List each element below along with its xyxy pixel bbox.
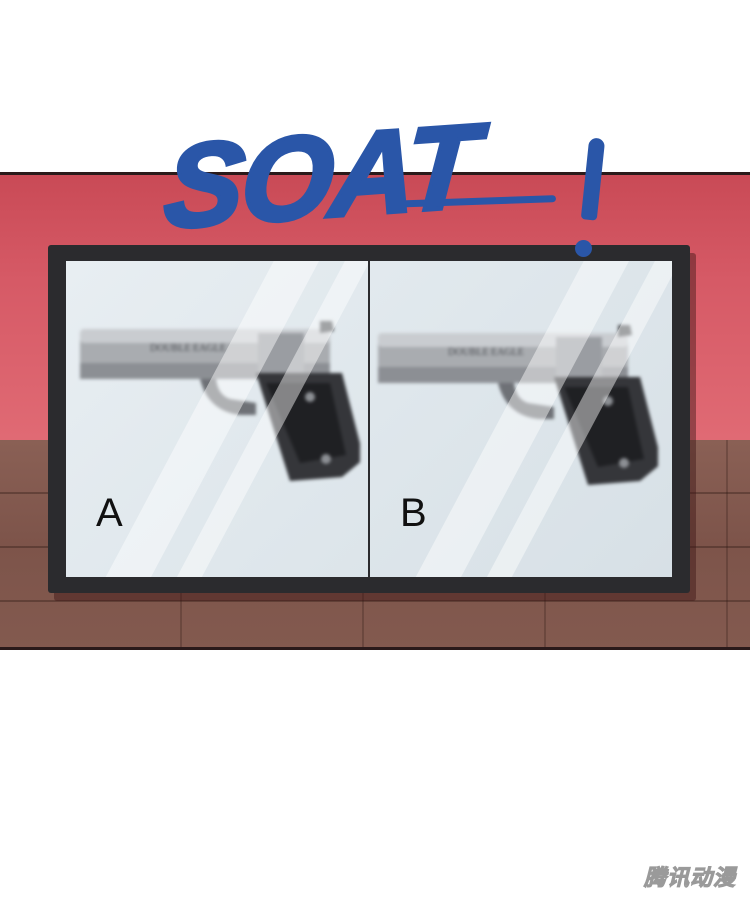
sound-effect-text: SOAT [159,98,483,257]
pistol-b-image: DOUBLE EAGLE [378,325,658,485]
publisher-watermark: 腾讯动漫 [643,866,736,892]
pistol-a-image: DOUBLE EAGLE [80,321,360,481]
showroom-scene: DOUBLE EAGLE DOUBLE EAGLE [0,172,750,650]
exclamation-dot-icon [575,240,592,257]
gun-b-engraving: DOUBLE EAGLE [448,347,524,358]
option-b-label: B [400,491,427,535]
display-monitor: DOUBLE EAGLE DOUBLE EAGLE [48,245,690,593]
gun-a-engraving: DOUBLE EAGLE [150,343,226,354]
screen-divider [368,261,370,577]
option-a-label: A [96,491,123,535]
monitor-screen: DOUBLE EAGLE DOUBLE EAGLE [66,261,672,577]
